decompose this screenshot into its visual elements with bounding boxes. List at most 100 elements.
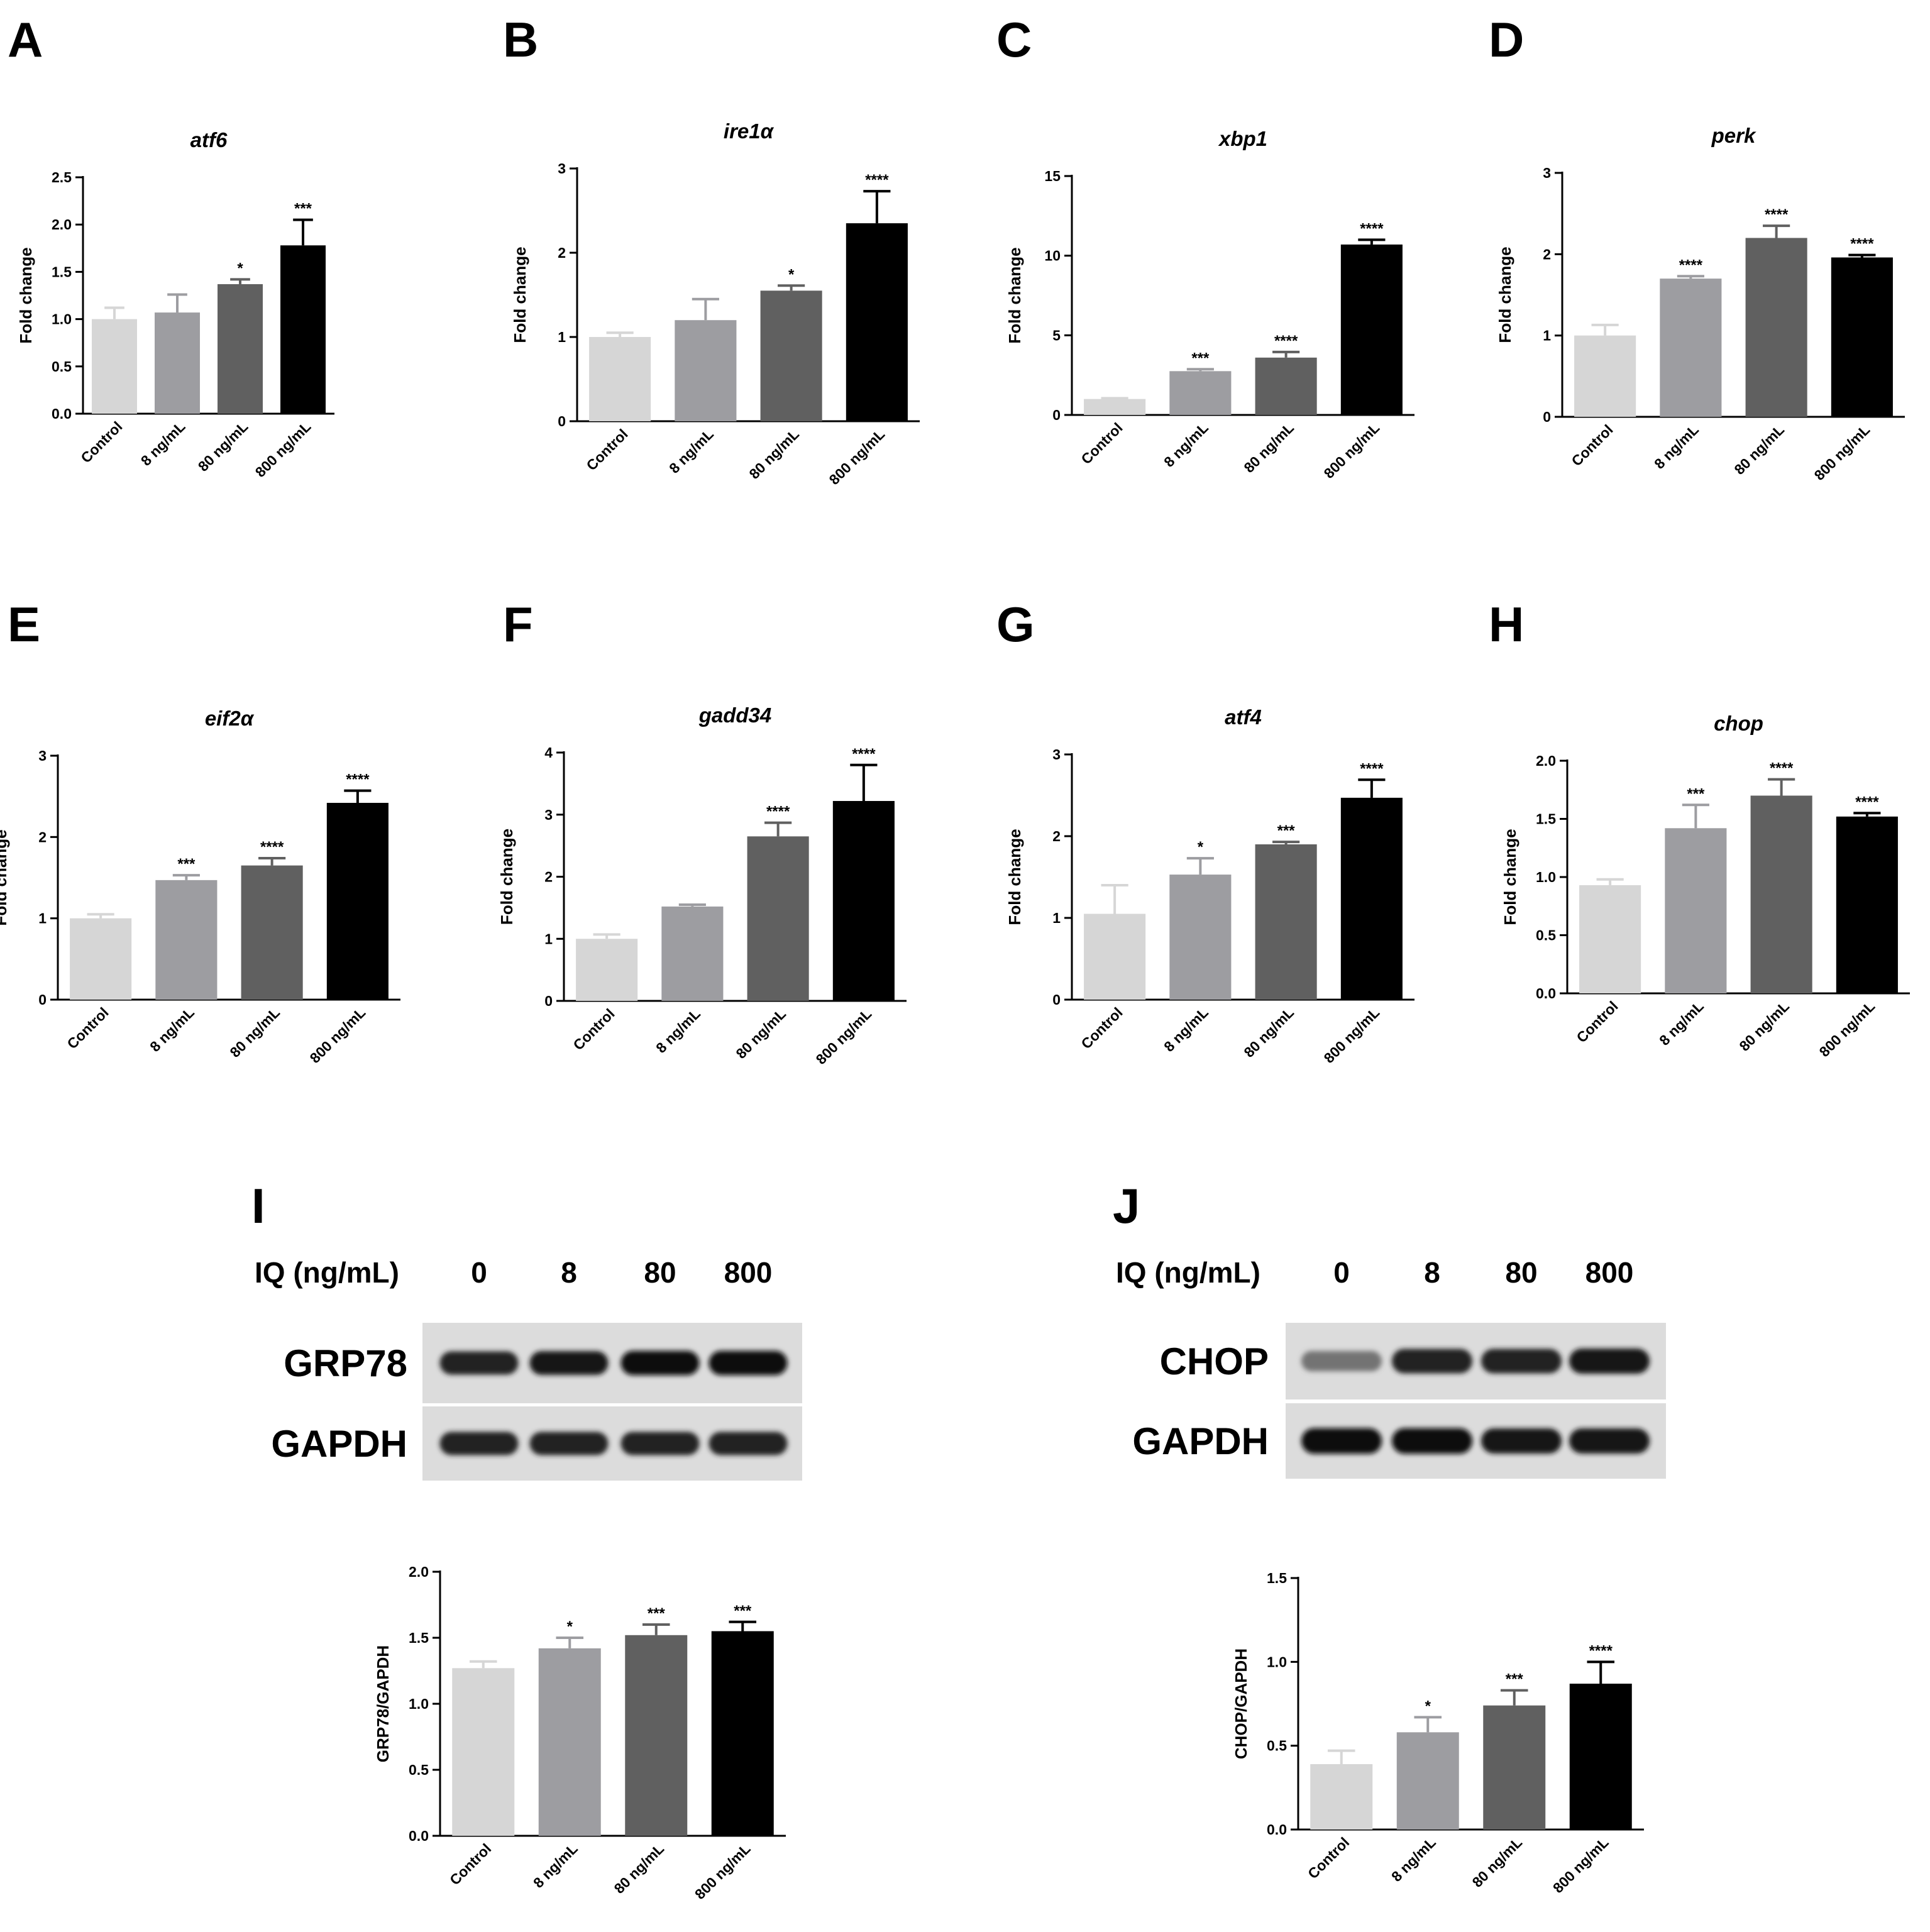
- x-tick-label: Control: [570, 1005, 617, 1053]
- y-tick-label: 3: [1543, 165, 1551, 181]
- x-tick-label: 800 ng/mL: [1811, 421, 1873, 483]
- y-tick-label: 10: [1044, 248, 1061, 264]
- chart-panel-j: 0.0 0.5 1.0 1.5 CHOP/GAPDH Control * 8 ng/mL ***…: [1232, 1570, 1644, 1896]
- y-tick-label: 5: [1052, 327, 1061, 343]
- y-axis-label: Fold change: [497, 829, 516, 925]
- lane-label: 80: [644, 1256, 676, 1289]
- significance-label: ****: [766, 803, 790, 820]
- significance-label: ***: [648, 1605, 666, 1622]
- panel-letter-g: G: [996, 597, 1035, 652]
- significance-label: ****: [852, 746, 876, 763]
- y-axis-label: Fold change: [0, 829, 10, 925]
- bar: [1579, 885, 1641, 993]
- blot-band: [620, 1350, 700, 1376]
- x-tick-label: 80 ng/mL: [226, 1004, 283, 1061]
- y-tick-label: 2.0: [409, 1564, 429, 1580]
- significance-label: *: [1425, 1697, 1431, 1714]
- bar: [1831, 257, 1893, 417]
- chart-title: atf6: [190, 128, 228, 152]
- significance-label: ***: [734, 1603, 752, 1620]
- blot-band: [439, 1432, 519, 1455]
- y-axis-label: Fold change: [16, 247, 35, 343]
- y-tick-label: 0.5: [1536, 927, 1556, 944]
- blot-band: [620, 1432, 700, 1455]
- iq-concentration-label: IQ (ng/mL): [255, 1256, 399, 1289]
- y-axis-label: Fold change: [1496, 246, 1514, 343]
- significance-label: ***: [294, 201, 312, 218]
- blot-band: [1569, 1349, 1650, 1374]
- lane-label: 800: [1585, 1256, 1634, 1289]
- y-tick-label: 2: [38, 829, 47, 845]
- bar: [1169, 371, 1232, 415]
- significance-label: *: [237, 260, 243, 277]
- lane-label: 0: [1333, 1256, 1350, 1289]
- significance-label: ****: [1360, 760, 1384, 777]
- y-tick-label: 0: [1052, 991, 1061, 1008]
- y-axis-label: GRP78/GAPDH: [373, 1645, 392, 1762]
- lane-label: 8: [561, 1256, 577, 1289]
- y-tick-label: 3: [544, 807, 553, 823]
- x-tick-label: 80 ng/mL: [746, 426, 802, 482]
- protein-label: GAPDH: [271, 1423, 407, 1465]
- bar: [1340, 244, 1403, 415]
- significance-label: ****: [1770, 760, 1794, 777]
- chart-title: perk: [1711, 124, 1756, 147]
- y-tick-label: 1: [1052, 910, 1061, 926]
- bar: [711, 1631, 774, 1836]
- chart-title: atf4: [1225, 705, 1262, 729]
- lane-label: 8: [1424, 1256, 1440, 1289]
- y-tick-label: 1.0: [1267, 1653, 1287, 1670]
- protein-label: GRP78: [284, 1342, 407, 1384]
- y-tick-label: 1: [544, 930, 553, 947]
- blot-band: [1569, 1428, 1650, 1454]
- y-tick-label: 0: [38, 991, 47, 1008]
- y-tick-label: 0: [1052, 407, 1061, 423]
- x-tick-label: 800 ng/mL: [1816, 998, 1878, 1060]
- blot-band: [1301, 1350, 1382, 1372]
- bar: [1084, 399, 1146, 415]
- bar: [832, 801, 895, 1001]
- chart-title: eif2α: [205, 707, 255, 730]
- x-tick-label: Control: [1573, 998, 1621, 1046]
- western-blot-i: I IQ (ng/mL) 0 8 80 800 GRP78 GAPDH: [251, 1178, 802, 1481]
- x-tick-label: 8 ng/mL: [1388, 1834, 1439, 1885]
- significance-label: ****: [1765, 206, 1789, 223]
- blot-band: [439, 1351, 519, 1375]
- bar: [218, 284, 263, 414]
- x-tick-label: 8 ng/mL: [1161, 1004, 1211, 1055]
- x-tick-label: 800 ng/mL: [252, 418, 314, 480]
- y-axis-label: Fold change: [1005, 829, 1024, 925]
- y-tick-label: 0.5: [52, 358, 72, 375]
- x-tick-label: 800 ng/mL: [826, 426, 888, 488]
- chart-panel-i: 0.0 0.5 1.0 1.5 2.0 GRP78/GAPDH Control * 8 ng/m…: [373, 1564, 786, 1902]
- bar: [92, 319, 137, 414]
- panel-letter-a: A: [8, 12, 43, 67]
- y-tick-label: 1.5: [1267, 1570, 1287, 1586]
- significance-label: ****: [1855, 793, 1879, 810]
- y-tick-label: 2: [1543, 246, 1551, 262]
- bar: [846, 223, 908, 421]
- x-tick-label: 8 ng/mL: [1651, 421, 1702, 472]
- bar: [155, 312, 200, 414]
- bar: [661, 906, 724, 1001]
- chart-title: gadd34: [698, 704, 772, 727]
- y-tick-label: 1: [558, 329, 566, 345]
- bar: [1836, 816, 1898, 993]
- blot-band: [1481, 1428, 1562, 1454]
- y-tick-label: 1: [1543, 328, 1551, 344]
- western-blot-j: J IQ (ng/mL) 0 8 80 800 CHOP GAPDH: [1113, 1178, 1666, 1479]
- panel-letter-e: E: [8, 597, 40, 652]
- x-tick-label: 80 ng/mL: [1469, 1834, 1526, 1891]
- y-tick-label: 3: [1052, 746, 1061, 763]
- x-tick-label: 80 ng/mL: [1240, 419, 1297, 476]
- y-tick-label: 0: [558, 413, 566, 429]
- x-tick-label: Control: [1304, 1834, 1352, 1882]
- blot-band: [1392, 1349, 1472, 1374]
- blot-band: [1392, 1428, 1472, 1454]
- y-tick-label: 0: [544, 993, 553, 1009]
